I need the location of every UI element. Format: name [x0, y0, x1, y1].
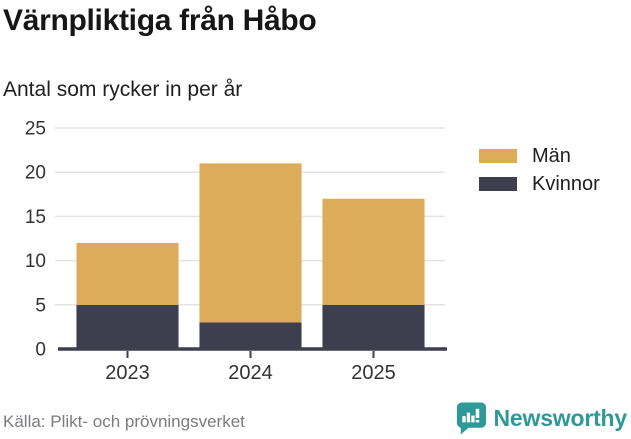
svg-text:0: 0: [35, 340, 46, 361]
chart-title: Värnpliktiga från Håbo: [3, 4, 317, 37]
svg-text:25: 25: [25, 119, 46, 140]
legend-swatch-man: [479, 149, 517, 163]
svg-text:2025: 2025: [351, 362, 396, 384]
legend-label-man: Män: [532, 145, 571, 167]
legend: Män Kvinnor: [479, 145, 600, 195]
brand-name: Newsworthy: [493, 404, 628, 431]
svg-text:15: 15: [25, 207, 46, 228]
svg-text:5: 5: [35, 295, 46, 316]
svg-text:10: 10: [25, 251, 46, 272]
svg-text:2024: 2024: [228, 362, 273, 384]
chart-subtitle: Antal som rycker in per år: [3, 78, 243, 101]
legend-item-man: Män: [479, 145, 600, 167]
svg-text:20: 20: [25, 163, 46, 184]
svg-text:2023: 2023: [105, 362, 150, 384]
source-note: Källa: Plikt- och prövningsverket: [3, 412, 245, 431]
legend-item-kvinnor: Kvinnor: [479, 173, 600, 195]
newsworthy-logo[interactable]: Newsworthy: [454, 401, 627, 435]
legend-label-kvinnor: Kvinnor: [532, 173, 600, 195]
legend-swatch-kvinnor: [479, 177, 517, 191]
bar-chart-speech-bubble-icon: [456, 402, 486, 435]
